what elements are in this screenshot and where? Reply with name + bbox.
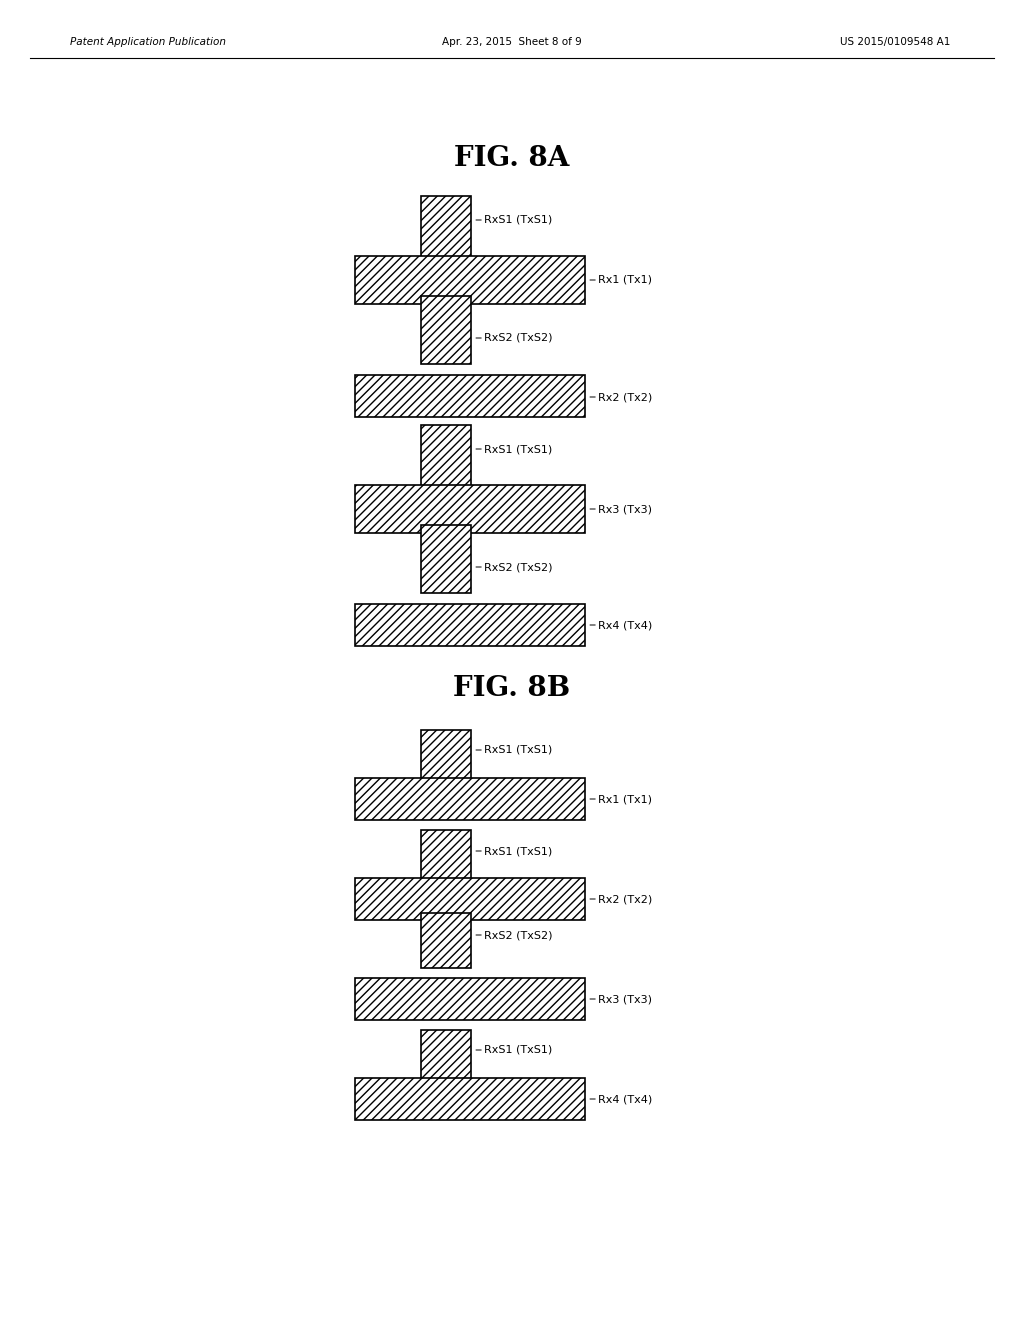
Text: Rx4 (Tx4): Rx4 (Tx4) xyxy=(590,620,652,630)
Text: RxS1 (TxS1): RxS1 (TxS1) xyxy=(476,744,552,755)
Bar xyxy=(355,605,585,645)
Text: RxS1 (TxS1): RxS1 (TxS1) xyxy=(476,444,552,454)
Text: FIG. 8A: FIG. 8A xyxy=(455,144,569,172)
Text: Rx1 (Tx1): Rx1 (Tx1) xyxy=(590,275,652,285)
Bar xyxy=(421,730,471,785)
Text: RxS2 (TxS2): RxS2 (TxS2) xyxy=(476,562,553,572)
Text: US 2015/0109548 A1: US 2015/0109548 A1 xyxy=(840,37,950,48)
Bar xyxy=(421,1030,471,1085)
Bar xyxy=(355,878,585,920)
Text: Patent Application Publication: Patent Application Publication xyxy=(70,37,226,48)
Bar xyxy=(355,256,585,304)
Text: Apr. 23, 2015  Sheet 8 of 9: Apr. 23, 2015 Sheet 8 of 9 xyxy=(442,37,582,48)
Text: FIG. 8B: FIG. 8B xyxy=(454,675,570,701)
Text: Rx2 (Tx2): Rx2 (Tx2) xyxy=(590,392,652,403)
Bar xyxy=(355,777,585,820)
Bar xyxy=(421,913,471,968)
Text: Rx2 (Tx2): Rx2 (Tx2) xyxy=(590,894,652,904)
Text: RxS1 (TxS1): RxS1 (TxS1) xyxy=(476,1045,552,1055)
Text: RxS1 (TxS1): RxS1 (TxS1) xyxy=(476,846,552,855)
Bar xyxy=(421,830,471,884)
Text: Rx4 (Tx4): Rx4 (Tx4) xyxy=(590,1094,652,1104)
Bar xyxy=(421,425,471,492)
Bar xyxy=(355,484,585,533)
Text: Rx3 (Tx3): Rx3 (Tx3) xyxy=(590,504,652,513)
Text: Rx3 (Tx3): Rx3 (Tx3) xyxy=(590,994,652,1005)
Bar xyxy=(355,978,585,1020)
Bar xyxy=(421,525,471,593)
Bar xyxy=(355,375,585,417)
Text: RxS2 (TxS2): RxS2 (TxS2) xyxy=(476,931,553,940)
Text: RxS1 (TxS1): RxS1 (TxS1) xyxy=(476,215,552,224)
Bar xyxy=(355,1078,585,1119)
Text: Rx1 (Tx1): Rx1 (Tx1) xyxy=(590,795,652,804)
Text: RxS2 (TxS2): RxS2 (TxS2) xyxy=(476,333,553,343)
Bar xyxy=(421,195,471,264)
Bar xyxy=(421,296,471,364)
